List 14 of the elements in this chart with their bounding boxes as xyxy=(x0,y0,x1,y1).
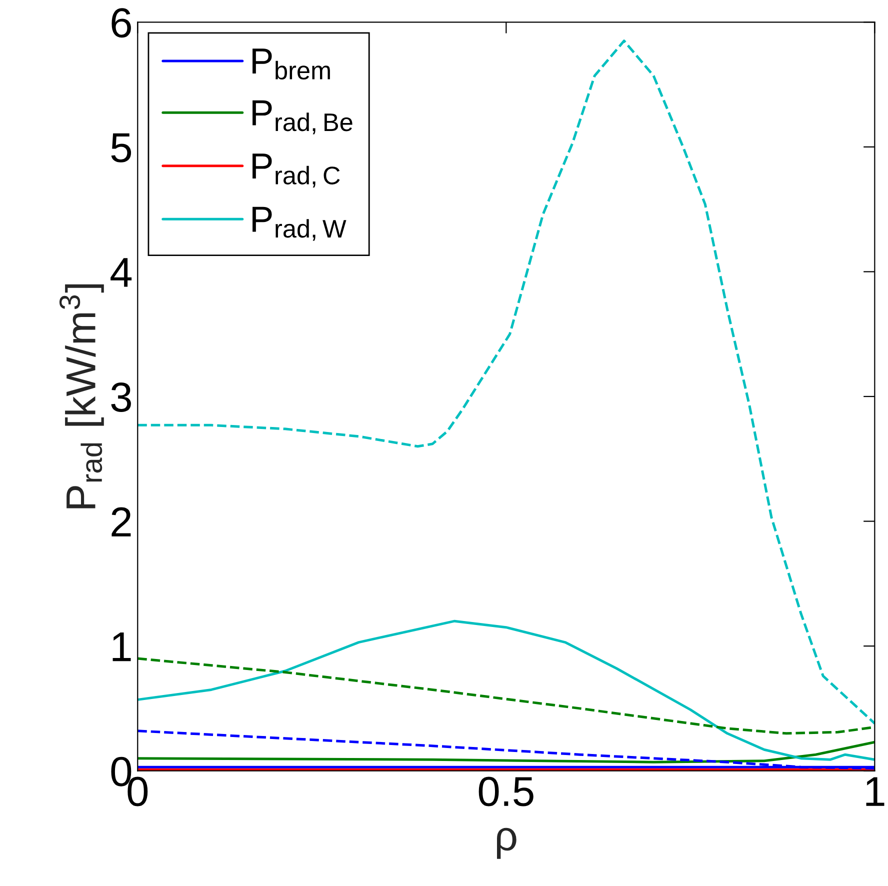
legend-label: P$_{rad,Be}$ xyxy=(252,100,352,134)
x-tick-label: 0.5 xyxy=(478,776,534,806)
legend-label: P$_{rad,W}$ xyxy=(252,206,346,241)
y-tick-label: 1 xyxy=(112,632,131,662)
y-tick-label: 6 xyxy=(112,8,131,38)
y-tick-label: 2 xyxy=(112,507,131,536)
y-tick-label: 3 xyxy=(111,382,131,412)
y-axis-title: P$_{rad}$ [kW/m$^{3}$] xyxy=(59,284,104,508)
y-tick-label: 5 xyxy=(111,133,132,162)
legend-label: P$_{brem}$ xyxy=(252,48,330,80)
x-axis-title: ρ xyxy=(496,828,516,859)
x-tick-label: 1 xyxy=(866,777,884,806)
legend-label: P$_{rad,C}$ xyxy=(252,154,340,188)
y-tick-label: 4 xyxy=(110,258,132,287)
